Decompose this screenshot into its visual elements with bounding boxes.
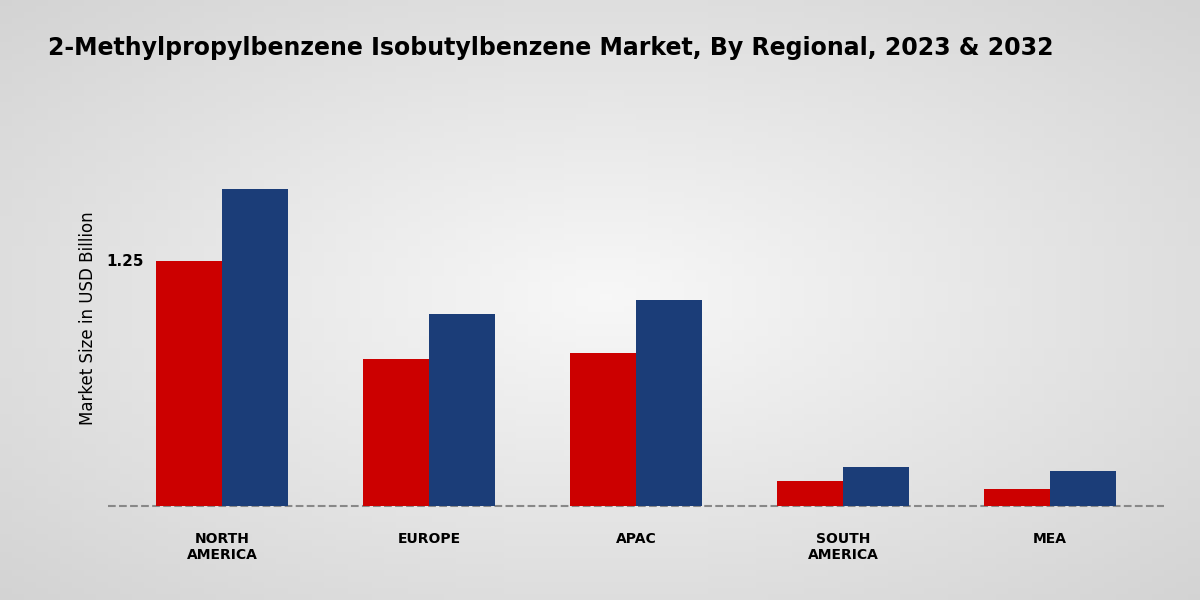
Text: 2-Methylpropylbenzene Isobutylbenzene Market, By Regional, 2023 & 2032: 2-Methylpropylbenzene Isobutylbenzene Ma… (48, 36, 1054, 60)
Bar (222, 188, 288, 506)
Bar (1050, 471, 1116, 506)
Bar (430, 314, 496, 506)
Y-axis label: Market Size in USD Billion: Market Size in USD Billion (79, 211, 97, 425)
Bar (570, 353, 636, 506)
Bar (156, 261, 222, 506)
Text: 1.25: 1.25 (106, 254, 144, 269)
Bar (776, 481, 842, 506)
Bar (984, 488, 1050, 506)
Bar (842, 467, 910, 506)
Bar (362, 359, 430, 506)
Bar (636, 301, 702, 506)
